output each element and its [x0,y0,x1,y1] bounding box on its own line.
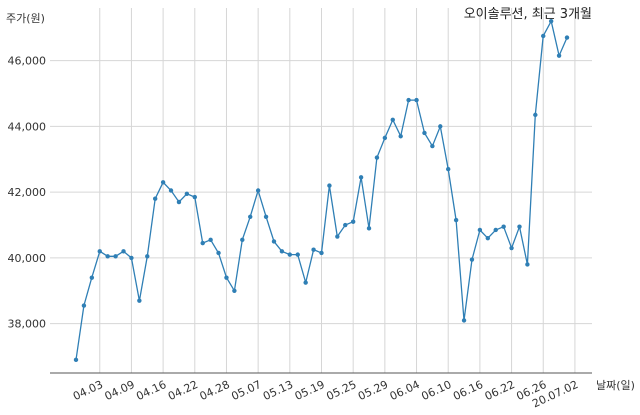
data-point [105,254,110,259]
data-point [137,298,142,303]
data-point [461,318,467,323]
data-point [73,357,79,363]
data-point [311,247,316,252]
y-axis-label: 주가(원) [6,12,45,25]
data-point [152,196,158,201]
data-point [548,18,554,24]
data-point [200,240,205,246]
data-point [160,180,166,185]
x-tick-label: 05.19 [293,378,327,403]
data-point [271,239,277,244]
data-point [493,227,498,233]
data-point [564,35,570,40]
data-point [89,275,95,280]
x-tick-label: 04.22 [166,378,200,403]
points-layer [73,18,570,363]
data-point [263,214,269,220]
data-point [485,235,491,241]
data-point [335,234,340,239]
data-point [525,262,530,267]
data-point [224,275,229,280]
data-point [556,53,562,58]
data-point [350,219,356,224]
data-point [422,130,427,136]
data-point [232,288,237,293]
x-tick-label: 05.07 [229,378,263,403]
label-layer: 주가(원) 오이솔루션, 최근 3개월 날짜(일) [6,7,635,392]
x-tick-label: 04.28 [198,378,232,403]
data-point [374,155,380,160]
data-point [176,199,182,205]
data-point [390,117,395,123]
x-tick-label: 06.22 [483,378,517,403]
data-point [287,252,293,257]
data-point [168,188,174,193]
data-point [398,134,403,139]
x-tick-label: 05.29 [356,378,390,403]
data-point [382,135,388,141]
data-point [145,254,150,259]
data-point [501,224,506,229]
x-tick-label: 04.09 [103,378,137,403]
data-point [81,303,87,308]
x-tick-label: 04.16 [134,378,168,403]
data-point [430,143,435,149]
data-point [97,249,102,254]
data-point [121,249,126,254]
x-tick-label: 05.25 [324,378,358,403]
x-tick-label: 06.10 [419,378,453,403]
y-tick-label: 44,000 [8,120,47,133]
chart-title: 오이솔루션, 최근 3개월 [464,7,592,22]
data-point [184,191,190,196]
data-point [240,237,245,243]
data-point [517,224,522,229]
y-tick-label: 40,000 [8,252,47,265]
series-layer [73,18,570,363]
x-tick-label: 06.04 [388,378,422,403]
data-point [192,194,197,200]
data-point [248,214,253,220]
y-tick-label: 42,000 [8,186,47,199]
x-axis-label: 날짜(일) [596,378,635,392]
data-point [446,166,451,172]
x-tick-label: 05.13 [261,378,295,403]
data-point [255,188,261,193]
data-point [509,245,514,251]
grid-layer: 38,000 40,000 42,000 44,000 46,000 04.0304.09… [8,8,592,410]
data-point [414,97,419,103]
data-point [295,252,300,257]
data-point [477,227,483,233]
data-point [533,112,538,118]
data-point [327,183,332,188]
data-point [453,217,459,223]
data-point [129,255,134,261]
data-point [113,254,118,259]
data-point [208,237,213,243]
data-point [343,222,348,228]
data-point [216,250,221,256]
data-point [469,257,475,262]
data-point [541,33,546,39]
data-point [438,124,443,129]
data-point [406,97,411,103]
y-tick-label: 46,000 [8,55,47,68]
data-point [319,250,324,256]
x-tick-label: 06.16 [451,378,485,403]
data-point [279,249,285,254]
data-point [358,175,364,180]
x-tick-label: 04.03 [71,378,105,403]
data-point [366,226,372,231]
y-tick-label: 38,000 [8,318,47,331]
data-point [303,280,308,285]
